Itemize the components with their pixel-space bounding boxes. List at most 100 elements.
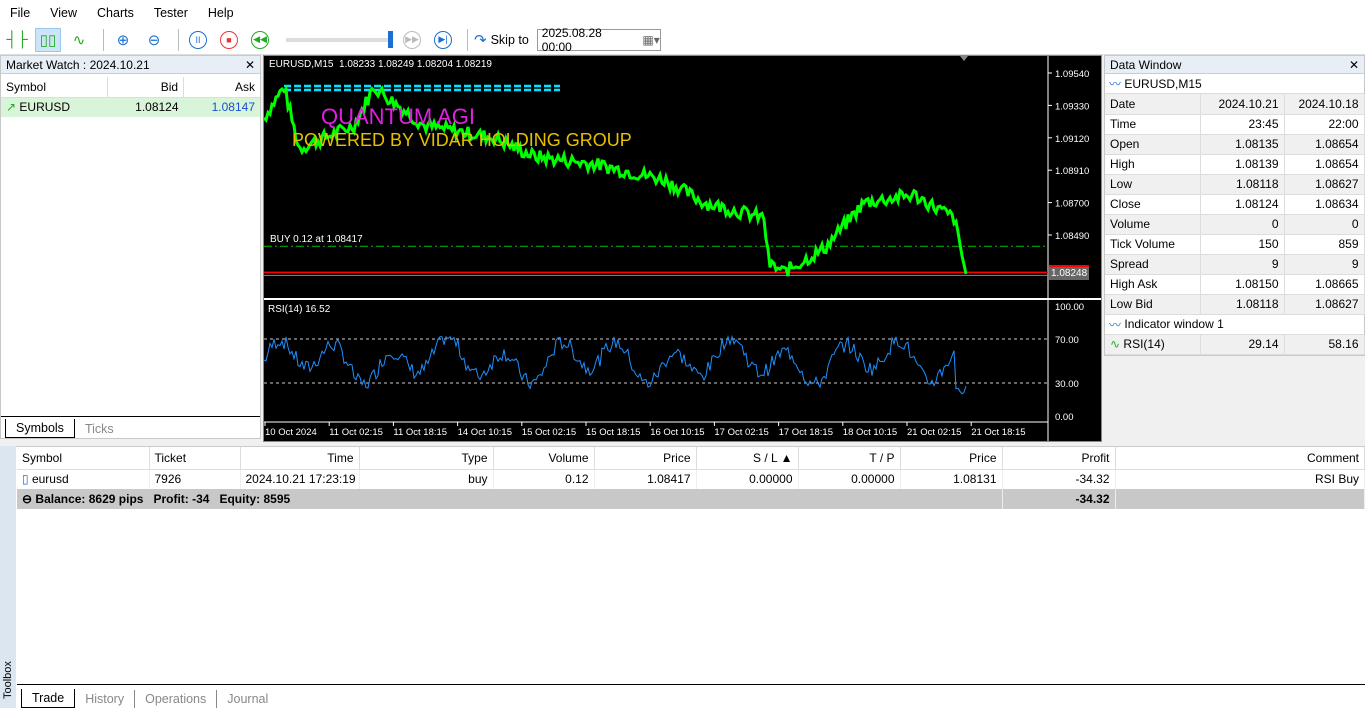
menu-tester[interactable]: Tester [153, 5, 188, 20]
data-label: RSI(14) [1123, 337, 1165, 352]
rsi-tick-label: 70.00 [1055, 335, 1079, 346]
skip-date-value: 2025.08.28 00:00 [541, 25, 602, 54]
time-tick-label: 15 Oct 18:15 [586, 427, 640, 438]
rewind-button[interactable]: ◀◀ [247, 28, 273, 52]
data-label: Low [1105, 174, 1201, 195]
menu-bar: File View Charts Tester Help [0, 0, 1365, 25]
menu-view[interactable]: View [50, 5, 78, 20]
data-value: 22:00 [1284, 114, 1365, 135]
summary-profit: -34.32 [1002, 489, 1116, 509]
toolbox-strip[interactable]: Toolbox [0, 446, 16, 708]
col-comment[interactable]: Comment [1115, 447, 1365, 470]
col-sl[interactable]: S / L ▲ [696, 447, 799, 470]
time-tick-label: 14 Oct 10:15 [458, 427, 512, 438]
tab-history[interactable]: History [75, 690, 136, 708]
cell: 1.08417 [594, 469, 697, 489]
speed-slider[interactable] [286, 30, 393, 48]
candlestick-chart-button[interactable]: ▯▯ [35, 27, 61, 52]
col-profit[interactable]: Profit [1002, 447, 1116, 470]
data-value: 29.14 [1200, 334, 1285, 355]
collapse-icon[interactable]: ⊖ [22, 492, 33, 506]
menu-file[interactable]: File [10, 5, 31, 20]
col-price[interactable]: Price [900, 447, 1003, 470]
cell: 0.00000 [696, 469, 799, 489]
close-icon[interactable]: ✕ [1348, 57, 1359, 72]
watermark-subtitle: POWERED BY VIDAR HOLDING GROUP [292, 130, 632, 150]
data-row: Date 2024.10.21 2024.10.18 [1105, 94, 1365, 115]
zoom-in-icon[interactable]: ⊕ [116, 31, 130, 49]
calendar-dropdown-icon[interactable]: ▦▾ [642, 32, 660, 47]
fast-forward-button[interactable]: ▶▶ [399, 28, 425, 52]
toolbox-label: Toolbox [2, 661, 14, 699]
data-value: 1.08135 [1200, 134, 1285, 155]
time-tick-label: 18 Oct 10:15 [843, 427, 897, 438]
close-icon[interactable]: ✕ [244, 57, 255, 72]
tab-ticks[interactable]: Ticks [84, 422, 114, 436]
position-icon: ▯ [22, 472, 29, 487]
cell: RSI Buy [1115, 469, 1365, 489]
data-row: Open 1.08135 1.08654 [1105, 134, 1365, 155]
data-label: Close [1105, 194, 1201, 215]
col-time[interactable]: Time [240, 447, 360, 470]
cell: -34.32 [1002, 469, 1116, 489]
table-row[interactable]: ▯ eurusd 7926 2024.10.21 17:23:19 buy 0.12 1.… [17, 469, 1365, 489]
menu-help[interactable]: Help [207, 5, 234, 20]
col-type[interactable]: Type [359, 447, 494, 470]
rsi-icon: ∿ [1110, 337, 1121, 352]
col-tp[interactable]: T / P [798, 447, 901, 470]
slider-handle[interactable] [388, 30, 393, 48]
data-value: 859 [1284, 234, 1365, 255]
col-symbol[interactable]: Symbol [1, 77, 108, 98]
tab-journal[interactable]: Journal [227, 692, 269, 706]
cell: 1.08131 [900, 469, 1003, 489]
pause-button[interactable]: II [185, 28, 211, 52]
stop-button[interactable]: ■ [216, 28, 242, 52]
data-value: 1.08118 [1200, 174, 1285, 195]
cell: 2024.10.21 17:23:19 [240, 469, 360, 489]
chart-canvas[interactable]: 1.09540 1.09330 1.09120 1.08910 1.08700 1.084… [264, 56, 1101, 441]
step-forward-button[interactable]: ▶| [430, 28, 456, 52]
bar-chart-button[interactable]: ┤├ [6, 31, 28, 48]
tab-operations[interactable]: Operations [135, 690, 218, 708]
balance-summary: Balance: 8629 pips Profit: -34 Equity: 8… [35, 492, 291, 506]
data-row: ∿ RSI(14) 29.14 58.16 [1105, 334, 1365, 355]
tab-symbols[interactable]: Symbols [5, 419, 75, 438]
data-value: 1.08627 [1284, 294, 1365, 315]
chart-line-icon: 〰 [1109, 317, 1122, 332]
col-bid[interactable]: Bid [107, 77, 185, 98]
time-tick-label: 21 Oct 02:15 [907, 427, 961, 438]
zoom-out-icon[interactable]: ⊖ [147, 31, 161, 49]
line-chart-button[interactable]: ∿ [72, 31, 86, 49]
col-symbol[interactable]: Symbol [17, 447, 150, 470]
price-tick-label: 1.08910 [1055, 166, 1089, 177]
data-label: Tick Volume [1105, 234, 1201, 255]
data-value: 1.08665 [1284, 274, 1365, 295]
skip-date-input[interactable]: 2025.08.28 00:00 ▦▾ [536, 25, 661, 54]
data-value: 150 [1200, 234, 1285, 255]
col-price[interactable]: Price [594, 447, 697, 470]
rsi-tick-label: 0.00 [1055, 412, 1074, 423]
data-value: 1.08150 [1200, 274, 1285, 295]
menu-charts[interactable]: Charts [97, 5, 134, 20]
time-tick-label: 11 Oct 18:15 [393, 427, 447, 438]
cell: eurusd [31, 472, 69, 487]
data-value: 1.08124 [1200, 194, 1285, 215]
position-label: BUY 0.12 at 1.08417 [270, 234, 363, 245]
data-value: 0 [1284, 214, 1365, 235]
price-chart[interactable]: 1.09540 1.09330 1.09120 1.08910 1.08700 1.084… [263, 55, 1102, 442]
col-ticket[interactable]: Ticket [149, 447, 241, 470]
market-watch-title: Market Watch : 2024.10.21 [6, 57, 150, 72]
rsi-tick-label: 30.00 [1055, 379, 1079, 390]
data-value: 0 [1200, 214, 1285, 235]
data-value: 1.08654 [1284, 154, 1365, 175]
col-ask[interactable]: Ask [183, 77, 260, 98]
data-window-header: Data Window ✕ [1105, 56, 1364, 74]
table-row[interactable]: ↗ EURUSD 1.08124 1.08147 [1, 97, 260, 117]
tab-trade[interactable]: Trade [21, 689, 76, 708]
time-tick-label: 15 Oct 02:15 [522, 427, 576, 438]
time-tick-label: 11 Oct 02:15 [329, 427, 383, 438]
col-volume[interactable]: Volume [493, 447, 595, 470]
chart-header: EURUSD,M15 1.08233 1.08249 1.08204 1.082… [269, 59, 492, 70]
data-window-title: Data Window [1110, 57, 1182, 72]
market-watch-header: Market Watch : 2024.10.21 ✕ [1, 56, 260, 74]
